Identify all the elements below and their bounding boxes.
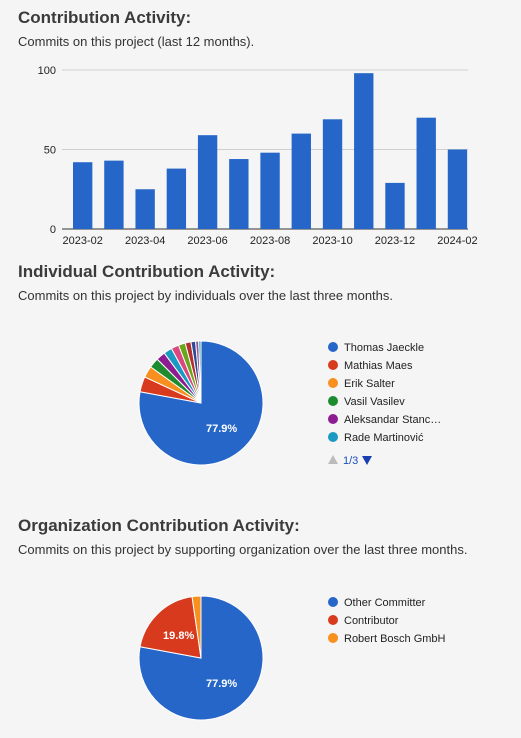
legend-marker (328, 414, 338, 424)
y-tick-label: 0 (50, 224, 56, 236)
slice-label: 77.9% (206, 678, 237, 690)
pie-slice (191, 595, 202, 659)
legend-marker (328, 432, 338, 442)
bar (73, 162, 93, 229)
bar (447, 149, 468, 229)
x-tick-label: 2023-08 (250, 235, 290, 247)
legend-entry: Aleksandar Stanc… (344, 414, 441, 426)
x-tick-label: 2023-04 (125, 235, 165, 247)
bar (104, 160, 124, 229)
bar (291, 133, 311, 229)
legend-entry: Other Committer (344, 597, 426, 609)
contribution-title: Contribution Activity: (18, 8, 192, 27)
bar (416, 117, 436, 229)
bar (354, 73, 374, 230)
individual-title: Individual Contribution Activity: (18, 262, 276, 281)
legend-entry: Contributor (344, 615, 399, 627)
pie-slice (198, 340, 202, 404)
individual-subtitle: Commits on this project by individuals o… (18, 288, 394, 303)
y-tick-label: 100 (38, 65, 56, 77)
legend-entry: Rade Martinović (344, 432, 424, 444)
x-tick-label: 2023-06 (187, 235, 227, 247)
legend-entry: Mathias Maes (344, 360, 413, 372)
organization-subtitle: Commits on this project by supporting or… (18, 542, 468, 557)
pie-slice (139, 596, 202, 659)
contribution-bar-chart: 0 50 100 2023-02 2023-04 2023-06 2023-08 2023-1… (38, 65, 478, 247)
contribution-subtitle: Commits on this project (last 12 months)… (18, 34, 255, 49)
organization-title: Organization Contribution Activity: (18, 516, 300, 535)
bar (260, 152, 280, 229)
legend-entry: Erik Salter (344, 378, 395, 390)
legend-entry: Thomas Jaeckle (344, 342, 424, 354)
bar (135, 189, 155, 229)
organization-section: Organization Contribution Activity: Comm… (18, 516, 513, 557)
slice-label: 19.8% (163, 630, 194, 642)
legend-marker (328, 360, 338, 370)
bar (229, 159, 249, 229)
pager-next-icon[interactable] (362, 456, 372, 465)
bar (197, 135, 218, 229)
x-tick-label: 2023-10 (312, 235, 352, 247)
legend-marker (328, 615, 338, 625)
bar (322, 119, 343, 229)
x-tick-label: 2023-02 (62, 235, 102, 247)
individual-pie-chart: 77.9% Thomas Jaeckle Mathias Maes Erik Salt… (138, 340, 441, 467)
organization-pie-chart: 77.9% 19.8% Other Committer Contributor Robe… (138, 595, 446, 721)
slice-label: 77.9% (206, 423, 237, 435)
x-tick-label: 2024-02 (437, 235, 477, 247)
pager-text: 1/3 (343, 455, 358, 467)
legend-marker (328, 342, 338, 352)
legend-entry: Robert Bosch GmbH (344, 633, 446, 645)
legend-marker (328, 396, 338, 406)
legend-marker (328, 633, 338, 643)
y-tick-label: 50 (44, 145, 56, 157)
x-tick-label: 2023-12 (375, 235, 415, 247)
bar (385, 182, 405, 229)
pager-prev-icon[interactable] (328, 455, 338, 464)
individual-section: Individual Contribution Activity: Commit… (18, 262, 513, 303)
bar (166, 168, 187, 229)
contribution-section: Contribution Activity: Commits on this p… (18, 8, 513, 49)
legend-marker (328, 597, 338, 607)
legend-marker (328, 378, 338, 388)
legend-entry: Vasil Vasilev (344, 396, 405, 408)
